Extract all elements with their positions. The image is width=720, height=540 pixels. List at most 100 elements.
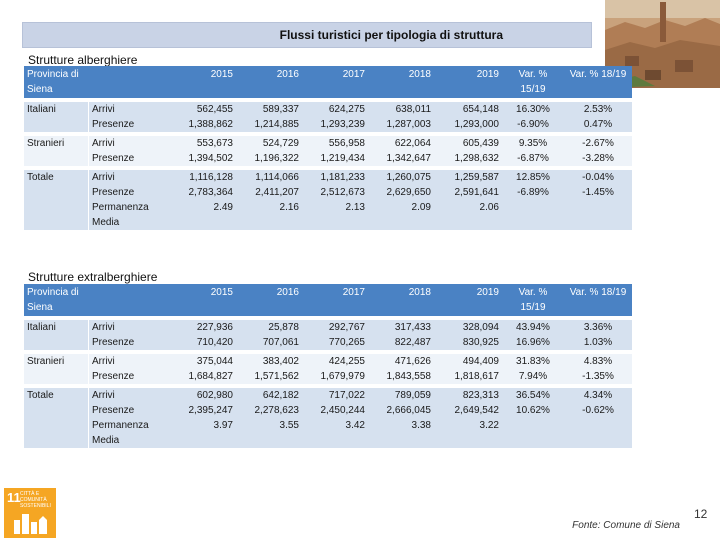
measure-label: Arrivi: [92, 172, 115, 183]
row-separator: [24, 132, 632, 136]
row-separator: [24, 316, 632, 320]
city-icon: [14, 514, 47, 534]
value: 2,783,364: [188, 187, 234, 198]
value: 654,148: [462, 104, 499, 115]
value-cell-var-15-19: 9.35% -6.87%: [502, 136, 564, 166]
row-separator: [24, 384, 632, 388]
value: 0.47%: [583, 119, 613, 130]
value: 3.42: [345, 420, 365, 431]
value-cell-var-15-19: 12.85% -6.89%: [502, 170, 564, 230]
value: 1,293,000: [454, 119, 500, 130]
measure-label: Arrivi: [92, 322, 115, 333]
measure-cell: Arrivi Presenze Permanenza Media: [88, 170, 170, 230]
measure-label: Presenze: [92, 405, 135, 416]
value: 2,395,247: [188, 405, 234, 416]
header-2019: 2019: [434, 66, 502, 98]
value-cell-2015: 602,980 2,395,247 3.97: [170, 388, 236, 448]
measure-label: Arrivi: [92, 390, 115, 401]
category-cell: Stranieri: [24, 354, 88, 384]
value-cell-2018: 638,011 1,287,003: [368, 102, 434, 132]
separator-cell: [24, 384, 632, 388]
value-cell-2016: 383,402 1,571,562: [236, 354, 302, 384]
value: -6.87%: [517, 153, 549, 164]
page-number: 12: [694, 507, 708, 521]
value: 3.36%: [583, 322, 613, 333]
value: 1,571,562: [254, 371, 300, 382]
value: 1,260,075: [386, 172, 432, 183]
value: 1,684,827: [188, 371, 234, 382]
value: 710,420: [196, 337, 233, 348]
value: 328,094: [462, 322, 499, 333]
header-var-15-19: Var. % 15/19: [502, 284, 564, 316]
value: 2.53%: [583, 104, 613, 115]
value: 16.96%: [516, 337, 550, 348]
value-cell-2016: 642,182 2,278,623 3.55: [236, 388, 302, 448]
header-2017: 2017: [302, 66, 368, 98]
value: 638,011: [395, 104, 431, 115]
value: [567, 200, 629, 215]
category-cell: Stranieri: [24, 136, 88, 166]
value-cell-2017: 424,255 1,679,979: [302, 354, 368, 384]
value-cell-2019: 328,094 830,925: [434, 320, 502, 350]
value: -6.90%: [517, 119, 549, 130]
value: 1,388,862: [188, 119, 234, 130]
category-label: Stranieri: [27, 138, 65, 149]
value: 1,219,434: [320, 153, 366, 164]
value-cell-2018: 471,626 1,843,558: [368, 354, 434, 384]
value: 1,214,885: [254, 119, 300, 130]
value-cell-2016: 589,337 1,214,885: [236, 102, 302, 132]
measure-cell: Arrivi Presenze: [88, 320, 170, 350]
value: 383,402: [262, 356, 299, 367]
value: 830,925: [462, 337, 499, 348]
header-measure: [88, 66, 170, 98]
value-cell-2015: 227,936 710,420: [170, 320, 236, 350]
category-cell: Italiani: [24, 320, 88, 350]
value-cell-2015: 553,673 1,394,502: [170, 136, 236, 166]
value: 2.09: [411, 202, 431, 213]
value-cell-2019: 494,409 1,818,617: [434, 354, 502, 384]
value-cell-2015: 562,455 1,388,862: [170, 102, 236, 132]
row-separator: [24, 350, 632, 354]
value-cell-var-18-19: 4.83% -1.35%: [564, 354, 632, 384]
value: 1,679,979: [320, 371, 366, 382]
value: 471,626: [394, 356, 431, 367]
measure-label: Permanenza Media: [92, 202, 149, 228]
value: 1,818,617: [454, 371, 500, 382]
value-cell-var-18-19: -2.67% -3.28%: [564, 136, 632, 166]
table-row-italiani: Italiani Arrivi Presenze 562,455 1,388,862 58…: [24, 102, 632, 132]
table-row-totale: Totale Arrivi Presenze Permanenza Media 1,11…: [24, 170, 632, 230]
value: 3.22: [479, 420, 499, 431]
value: 43.94%: [516, 322, 550, 333]
value: 589,337: [262, 104, 299, 115]
value: 31.83%: [516, 356, 550, 367]
table-alberghiere: Provincia di Siena 2015 2016 2017 2018 2…: [24, 66, 632, 230]
value: 7.94%: [518, 371, 548, 382]
value: 562,455: [196, 104, 233, 115]
value: 823,313: [462, 390, 499, 401]
category-label: Italiani: [27, 104, 56, 115]
value: 2,450,244: [320, 405, 366, 416]
measure-label: Presenze: [92, 153, 135, 164]
value: 770,265: [328, 337, 365, 348]
value: 2,649,542: [454, 405, 500, 416]
value: 717,022: [328, 390, 365, 401]
row-separator: [24, 98, 632, 102]
measure-label: Presenze: [92, 187, 135, 198]
value: 25,878: [268, 322, 299, 333]
value: 524,729: [262, 138, 299, 149]
value: 12.85%: [516, 172, 550, 183]
sdg-text: CITTÀ E COMUNITÀ SOSTENIBILI: [20, 491, 51, 509]
value-cell-var-18-19: -0.04% -1.45%: [564, 170, 632, 230]
sdg-number: 11: [7, 490, 21, 505]
header-measure: [88, 284, 170, 316]
value: 4.83%: [583, 356, 613, 367]
header-2016: 2016: [236, 284, 302, 316]
measure-label: Arrivi: [92, 104, 115, 115]
header-2015: 2015: [170, 66, 236, 98]
header-provincia: Provincia di Siena: [24, 66, 88, 98]
value: 553,673: [196, 138, 233, 149]
separator-cell: [24, 166, 632, 170]
slide-title: Flussi turistici per tipologia di strutt…: [279, 28, 503, 42]
source-note: Fonte: Comune di Siena: [572, 520, 680, 531]
header-2018: 2018: [368, 284, 434, 316]
